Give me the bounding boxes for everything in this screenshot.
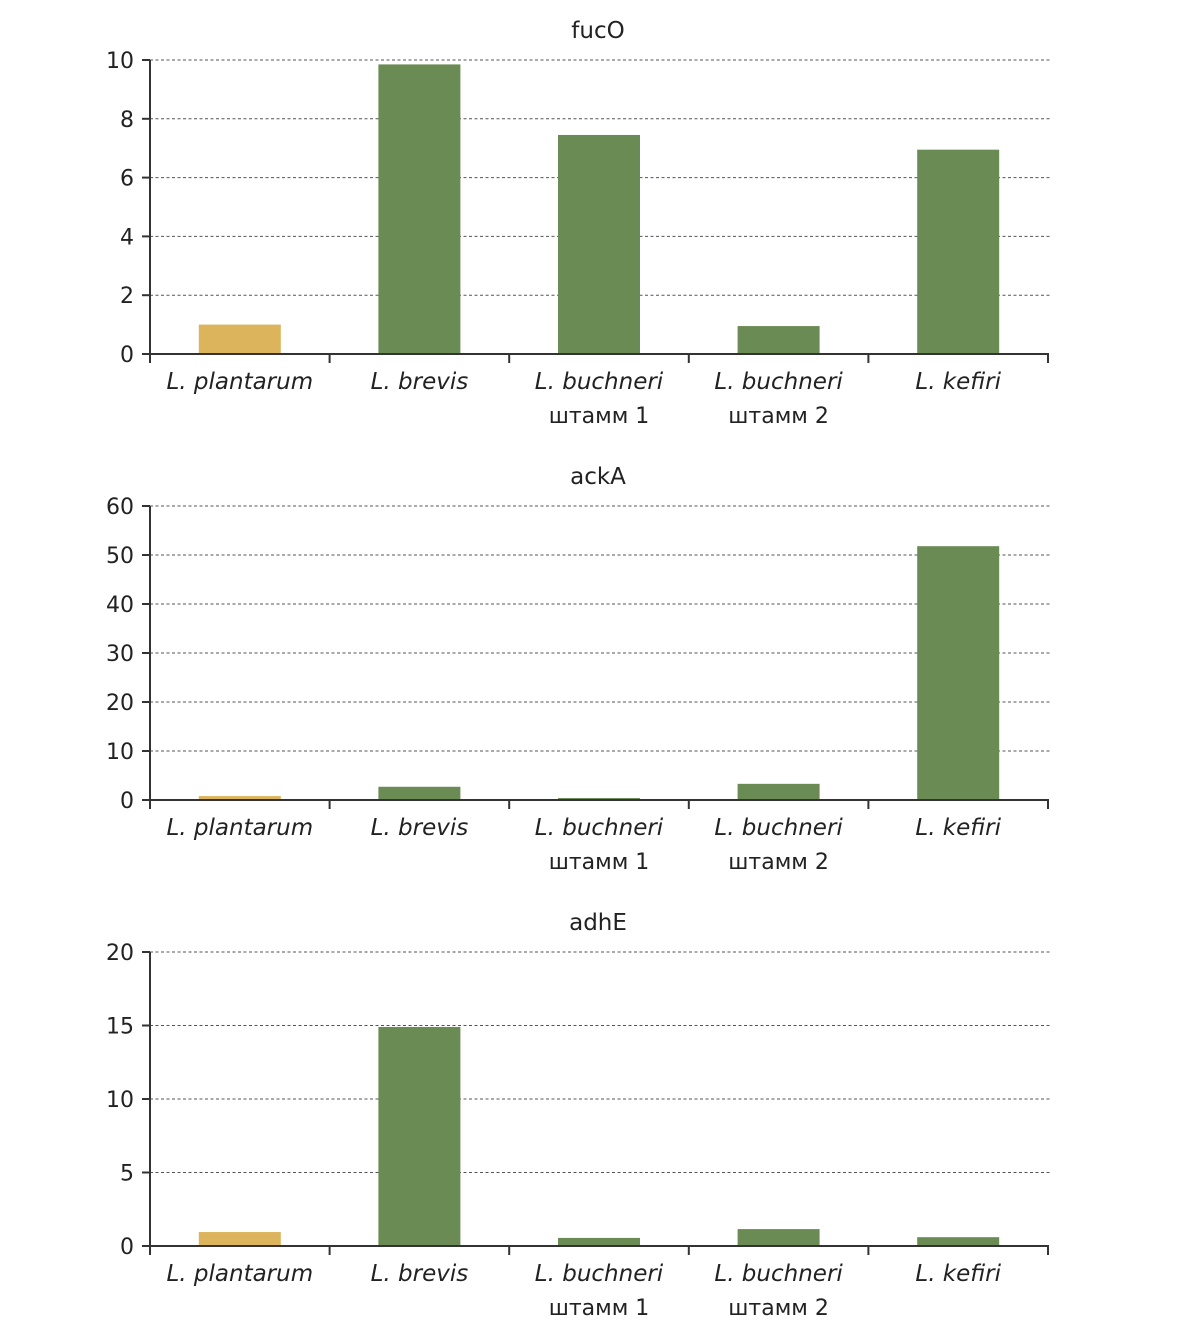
x-tick-label-line2: штамм 2 xyxy=(728,1296,829,1321)
y-tick-label: 30 xyxy=(106,642,134,667)
y-tick-label: 0 xyxy=(120,789,134,814)
x-tick-label: L. kefiri xyxy=(915,369,1001,395)
x-tick-label: L. kefiri xyxy=(915,1261,1001,1287)
y-tick-label: 10 xyxy=(106,1088,134,1113)
chart-title: adhE xyxy=(569,910,627,936)
x-tick-label: L. buchneri xyxy=(535,815,664,841)
x-tick-label: L. plantarum xyxy=(166,815,313,841)
x-tick-label: L. brevis xyxy=(371,815,469,841)
y-tick-label: 0 xyxy=(120,343,134,368)
y-tick-label: 0 xyxy=(120,1235,134,1260)
chart-adhE: adhE 0 5 10 15 20 L. plantarum L. brevis L. buch… xyxy=(106,910,1050,1321)
bar-2 xyxy=(378,1026,461,1245)
y-tick-label: 20 xyxy=(106,941,134,966)
bar-1 xyxy=(198,1232,281,1245)
bar-4 xyxy=(737,783,820,799)
y-tick-label: 2 xyxy=(120,284,134,309)
bar-3 xyxy=(558,798,640,799)
bar-2 xyxy=(378,64,461,353)
bar-1 xyxy=(198,796,281,799)
bar-5 xyxy=(917,1237,1000,1245)
x-tick-label-line2: штамм 1 xyxy=(549,1296,650,1321)
y-tick-label: 10 xyxy=(106,740,134,765)
y-tick-label: 4 xyxy=(120,225,134,250)
y-tick-label: 8 xyxy=(120,108,134,133)
bar-3 xyxy=(558,134,640,353)
x-tick-label: L. plantarum xyxy=(166,1261,313,1287)
x-tick-label: L. buchneri xyxy=(714,815,843,841)
y-tick-label: 5 xyxy=(120,1162,134,1187)
x-tick-label: L. buchneri xyxy=(535,1261,664,1287)
x-tick-label: L. buchneri xyxy=(714,369,843,395)
x-tick-label: L. brevis xyxy=(371,1261,469,1287)
x-tick-label-line2: штамм 2 xyxy=(728,850,829,875)
bar-4 xyxy=(737,326,820,353)
chart-title: ackA xyxy=(570,464,626,490)
x-tick-label: L. buchneri xyxy=(714,1261,843,1287)
bar-3 xyxy=(558,1237,640,1245)
x-tick-label: L. kefiri xyxy=(915,815,1001,841)
x-tick-label: L. brevis xyxy=(371,369,469,395)
chart-title: fucO xyxy=(571,18,624,44)
x-tick-label-line2: штамм 2 xyxy=(728,404,829,429)
bar-2 xyxy=(378,786,461,799)
y-tick-label: 20 xyxy=(106,691,134,716)
chart-fucO: fucO 0 2 4 6 8 10 L. plantarum L. brevis L. buchn… xyxy=(106,18,1050,429)
bar-4 xyxy=(737,1229,820,1245)
x-tick-label: L. buchneri xyxy=(535,369,664,395)
y-tick-label: 15 xyxy=(106,1015,134,1040)
y-tick-label: 40 xyxy=(106,593,134,618)
chart-ackA: ackA 0 10 20 30 40 50 60 L. plantarum L. brevis L.… xyxy=(106,464,1050,875)
y-tick-label: 60 xyxy=(106,495,134,520)
bar-5 xyxy=(917,546,1000,799)
x-tick-label: L. plantarum xyxy=(166,369,313,395)
bar-1 xyxy=(198,324,281,353)
y-tick-label: 10 xyxy=(106,49,134,74)
y-tick-label: 6 xyxy=(120,167,134,192)
y-tick-label: 50 xyxy=(106,544,134,569)
x-tick-label-line2: штамм 1 xyxy=(549,850,650,875)
x-tick-label-line2: штамм 1 xyxy=(549,404,650,429)
bar-5 xyxy=(917,149,1000,353)
